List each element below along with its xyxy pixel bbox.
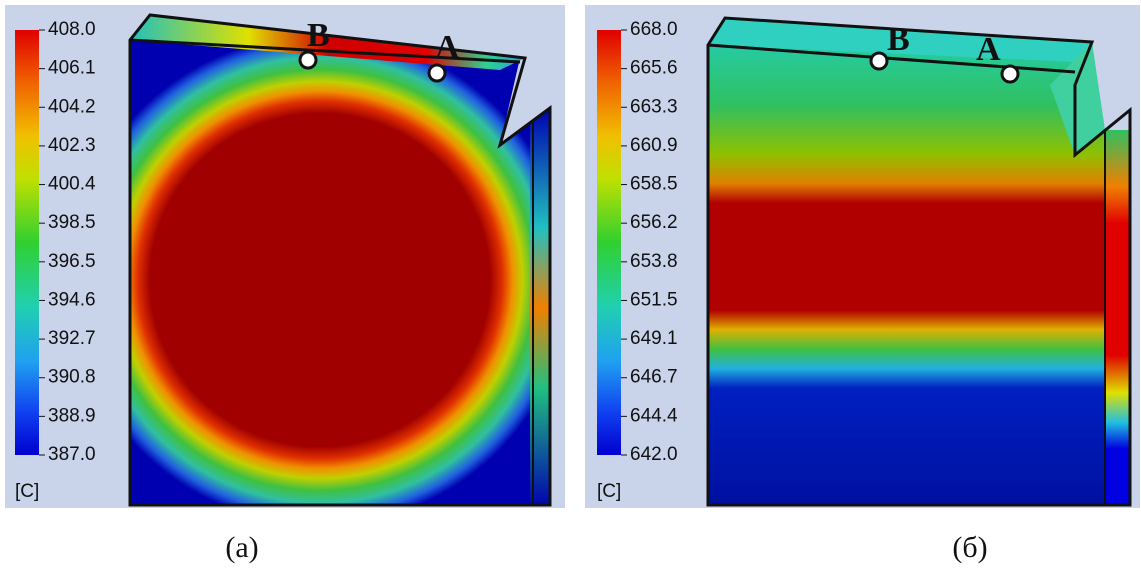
colorbar-tick-label: 404.2 [48,96,96,117]
colorbar-tick-label: 660.9 [630,135,678,156]
colorbar-tick-label: 402.3 [48,135,96,156]
colorbar-tick-label: 408.0 [48,19,96,40]
point-label: A [435,29,460,66]
colorbar-unit: [C] [597,481,621,502]
colorbar-ticks: 408.0 406.1 404.2 402.3 400.4 398.5 396.5 394.6… [39,19,96,465]
colorbar-tick-label: 644.4 [630,405,678,426]
colorbar-tick-label: 658.5 [630,174,678,195]
panel-a: B A [C] 408.0 406.1 404.2 402.3 400.4 398.5 39… [5,5,565,508]
point-label: A [976,31,1001,68]
caption: (б) [952,531,987,564]
colorbar-tick-label: 392.7 [48,328,96,349]
colorbar-tick-label: 400.4 [48,174,96,195]
colorbar-tick-label: 398.5 [48,212,96,233]
colorbar-tick-label: 387.0 [48,444,96,465]
colorbar-tick-label: 406.1 [48,58,96,79]
panel-b: B A [C] 668.0 665.6 663.3 660.9 658.5 656.2 65… [585,5,1140,508]
colorbar-tick-label: 646.7 [630,367,678,388]
colorbar-tick-label: 653.8 [630,251,678,272]
colorbar-tick-label: 665.6 [630,58,678,79]
colorbar-tick-label: 668.0 [630,19,678,40]
colorbar-tick-label: 649.1 [630,328,678,349]
colorbar [597,30,621,455]
colorbar-ticks: 668.0 665.6 663.3 660.9 658.5 656.2 653.8 651.5… [621,19,678,465]
colorbar-tick-label: 642.0 [630,444,678,465]
colorbar-tick-label: 651.5 [630,289,678,310]
point-label: B [307,17,330,54]
colorbar-tick-label: 663.3 [630,96,678,117]
colorbar-tick-label: 388.9 [48,405,96,426]
point-label: B [887,21,910,58]
colorbar-unit: [C] [15,481,39,502]
colorbar-tick-label: 396.5 [48,251,96,272]
colorbar [15,30,39,455]
colorbar-tick-label: 656.2 [630,212,678,233]
colorbar-tick-label: 394.6 [48,289,96,310]
caption: (а) [225,531,258,564]
colorbar-tick-label: 390.8 [48,367,96,388]
